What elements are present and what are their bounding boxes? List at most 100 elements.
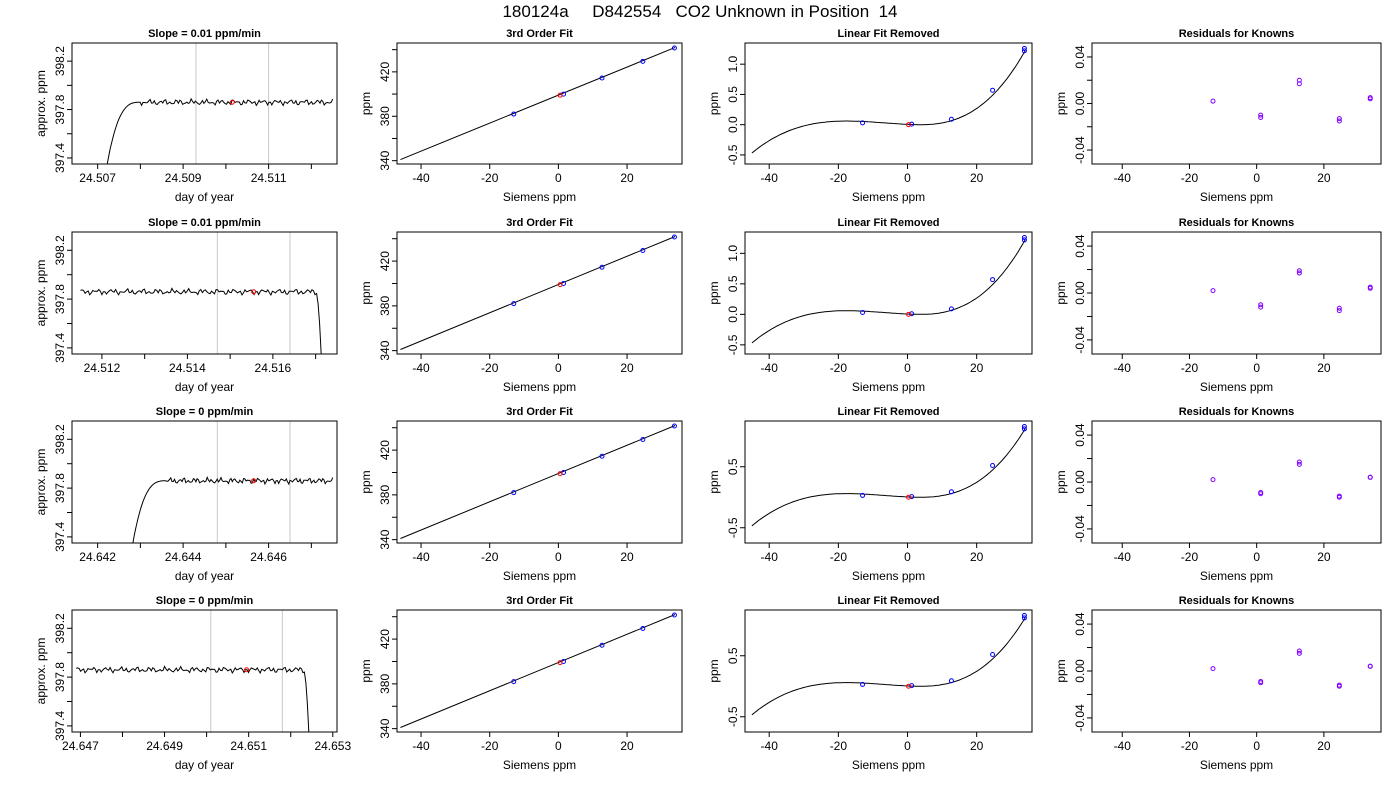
plot-frame bbox=[71, 231, 338, 355]
residual-point bbox=[1210, 477, 1216, 483]
y-tick-label: -0.5 bbox=[726, 334, 740, 355]
y-axis-label: ppm bbox=[1054, 470, 1068, 493]
panel-1-3: Linear Fit Removed -40 -20 0 20 -0.5 0.0 0.5 1.0… bbox=[707, 28, 1033, 204]
x-tick-label: 20 bbox=[1317, 171, 1331, 185]
fit-line bbox=[400, 46, 676, 161]
x-tick-label: 24.642 bbox=[79, 550, 116, 564]
trace-line bbox=[132, 476, 334, 543]
known-point bbox=[599, 642, 605, 648]
x-tick-label: -20 bbox=[481, 171, 499, 185]
panel-4-2: 3rd Order Fit -40 -20 0 20 340 380 420 Siemens p… bbox=[359, 595, 683, 772]
plot-frame bbox=[396, 420, 683, 544]
x-tick-label: 0 bbox=[904, 550, 911, 564]
y-tick-label: 0.04 bbox=[1073, 612, 1087, 636]
x-tick-label: 0 bbox=[555, 361, 562, 375]
panel-title: 3rd Order Fit bbox=[506, 406, 573, 418]
x-axis-label: Siemens ppm bbox=[1200, 758, 1273, 772]
known-point bbox=[909, 121, 915, 127]
x-tick-label: -40 bbox=[412, 171, 430, 185]
panel-title: Slope = 0 ppm/min bbox=[156, 595, 254, 607]
y-axis-label: ppm bbox=[1054, 92, 1068, 115]
x-tick-label: -20 bbox=[830, 171, 848, 185]
plot-frame bbox=[71, 42, 338, 165]
y-tick-label: 0.00 bbox=[1073, 91, 1087, 115]
residual-curve bbox=[751, 50, 1026, 154]
residual-point bbox=[1296, 648, 1302, 654]
panel-title: Residuals for Knowns bbox=[1179, 28, 1295, 40]
residual-point bbox=[1258, 112, 1264, 118]
x-tick-label: -40 bbox=[1114, 361, 1132, 375]
panel-1-2: 3rd Order Fit -40 -20 0 20 340 380 420 Siemens p… bbox=[359, 28, 683, 204]
x-tick-label: 24.646 bbox=[250, 550, 287, 564]
unknown-point bbox=[557, 92, 563, 98]
known-point bbox=[948, 306, 954, 312]
known-point bbox=[860, 681, 866, 687]
x-axis-label: Siemens ppm bbox=[852, 190, 925, 204]
x-axis-label: day of year bbox=[175, 569, 234, 583]
x-tick-label: 20 bbox=[1317, 739, 1331, 753]
y-tick-label: -0.04 bbox=[1073, 136, 1087, 164]
x-axis-label: Siemens ppm bbox=[852, 380, 925, 394]
y-tick-label: 1.0 bbox=[726, 56, 740, 73]
y-axis-label: approx. ppm bbox=[34, 260, 48, 327]
y-tick-label: 340 bbox=[378, 340, 392, 360]
unknown-point bbox=[557, 660, 563, 666]
panel-title: 3rd Order Fit bbox=[506, 217, 573, 229]
y-tick-label: 380 bbox=[378, 674, 392, 694]
plot-area bbox=[751, 234, 1027, 344]
residual-point bbox=[1296, 270, 1302, 276]
y-tick-label: 0.00 bbox=[1073, 659, 1087, 683]
panel-3-1: Slope = 0 ppm/min 24.642 24.644 24.646 397.4… bbox=[34, 406, 338, 583]
trace-line bbox=[80, 287, 322, 354]
known-point bbox=[671, 612, 677, 618]
residual-point bbox=[1210, 288, 1216, 294]
x-tick-label: 20 bbox=[970, 739, 984, 753]
known-point bbox=[990, 652, 996, 658]
y-tick-label: 380 bbox=[378, 106, 392, 126]
x-tick-label: 24.653 bbox=[314, 739, 351, 753]
panel-2-2: 3rd Order Fit -40 -20 0 20 340 380 420 Siemens p… bbox=[359, 217, 683, 394]
y-axis-label: ppm bbox=[359, 92, 373, 115]
y-tick-label: 0.04 bbox=[1073, 234, 1087, 258]
y-tick-label: 397.8 bbox=[53, 284, 67, 314]
x-tick-label: 0 bbox=[904, 171, 911, 185]
x-tick-label: 0 bbox=[555, 550, 562, 564]
residual-point bbox=[1258, 491, 1264, 497]
y-axis-label: ppm bbox=[359, 470, 373, 493]
y-tick-label: 397.4 bbox=[53, 333, 67, 363]
plot-frame bbox=[744, 609, 1033, 733]
residual-point bbox=[1296, 268, 1302, 274]
panel-title: Linear Fit Removed bbox=[837, 406, 939, 418]
plot-frame bbox=[744, 231, 1033, 355]
residual-point bbox=[1210, 666, 1216, 672]
residual-point bbox=[1367, 663, 1373, 669]
residual-point bbox=[1296, 77, 1302, 83]
x-tick-label: 24.647 bbox=[62, 739, 99, 753]
known-point bbox=[599, 75, 605, 81]
y-axis-label: ppm bbox=[707, 470, 721, 493]
y-tick-label: -0.04 bbox=[1073, 515, 1087, 543]
x-tick-label: 24.651 bbox=[230, 739, 267, 753]
x-tick-label: 20 bbox=[1317, 361, 1331, 375]
known-point bbox=[909, 494, 915, 500]
residual-point bbox=[1258, 114, 1264, 120]
unknown-point bbox=[906, 311, 912, 317]
x-axis-label: Siemens ppm bbox=[503, 380, 576, 394]
x-tick-label: 24.516 bbox=[255, 361, 292, 375]
panel-4-4: Residuals for Knowns -40 -20 0 20 -0.04 0.00 0.… bbox=[1054, 595, 1382, 772]
y-axis-label: approx. ppm bbox=[34, 638, 48, 705]
residual-point bbox=[1336, 305, 1342, 311]
x-tick-label: -20 bbox=[1181, 739, 1199, 753]
plot-area bbox=[132, 421, 334, 543]
y-tick-label: -0.04 bbox=[1073, 704, 1087, 732]
x-axis-label: Siemens ppm bbox=[503, 190, 576, 204]
x-tick-label: 20 bbox=[620, 739, 634, 753]
panel-title: Slope = 0.01 ppm/min bbox=[148, 28, 261, 40]
x-tick-label: 0 bbox=[904, 739, 911, 753]
panel-title: Slope = 0.01 ppm/min bbox=[148, 217, 261, 229]
x-tick-label: 20 bbox=[970, 550, 984, 564]
residual-point bbox=[1258, 680, 1264, 686]
y-tick-label: 420 bbox=[378, 440, 392, 460]
plot-area bbox=[400, 423, 677, 539]
x-axis-label: Siemens ppm bbox=[503, 758, 576, 772]
